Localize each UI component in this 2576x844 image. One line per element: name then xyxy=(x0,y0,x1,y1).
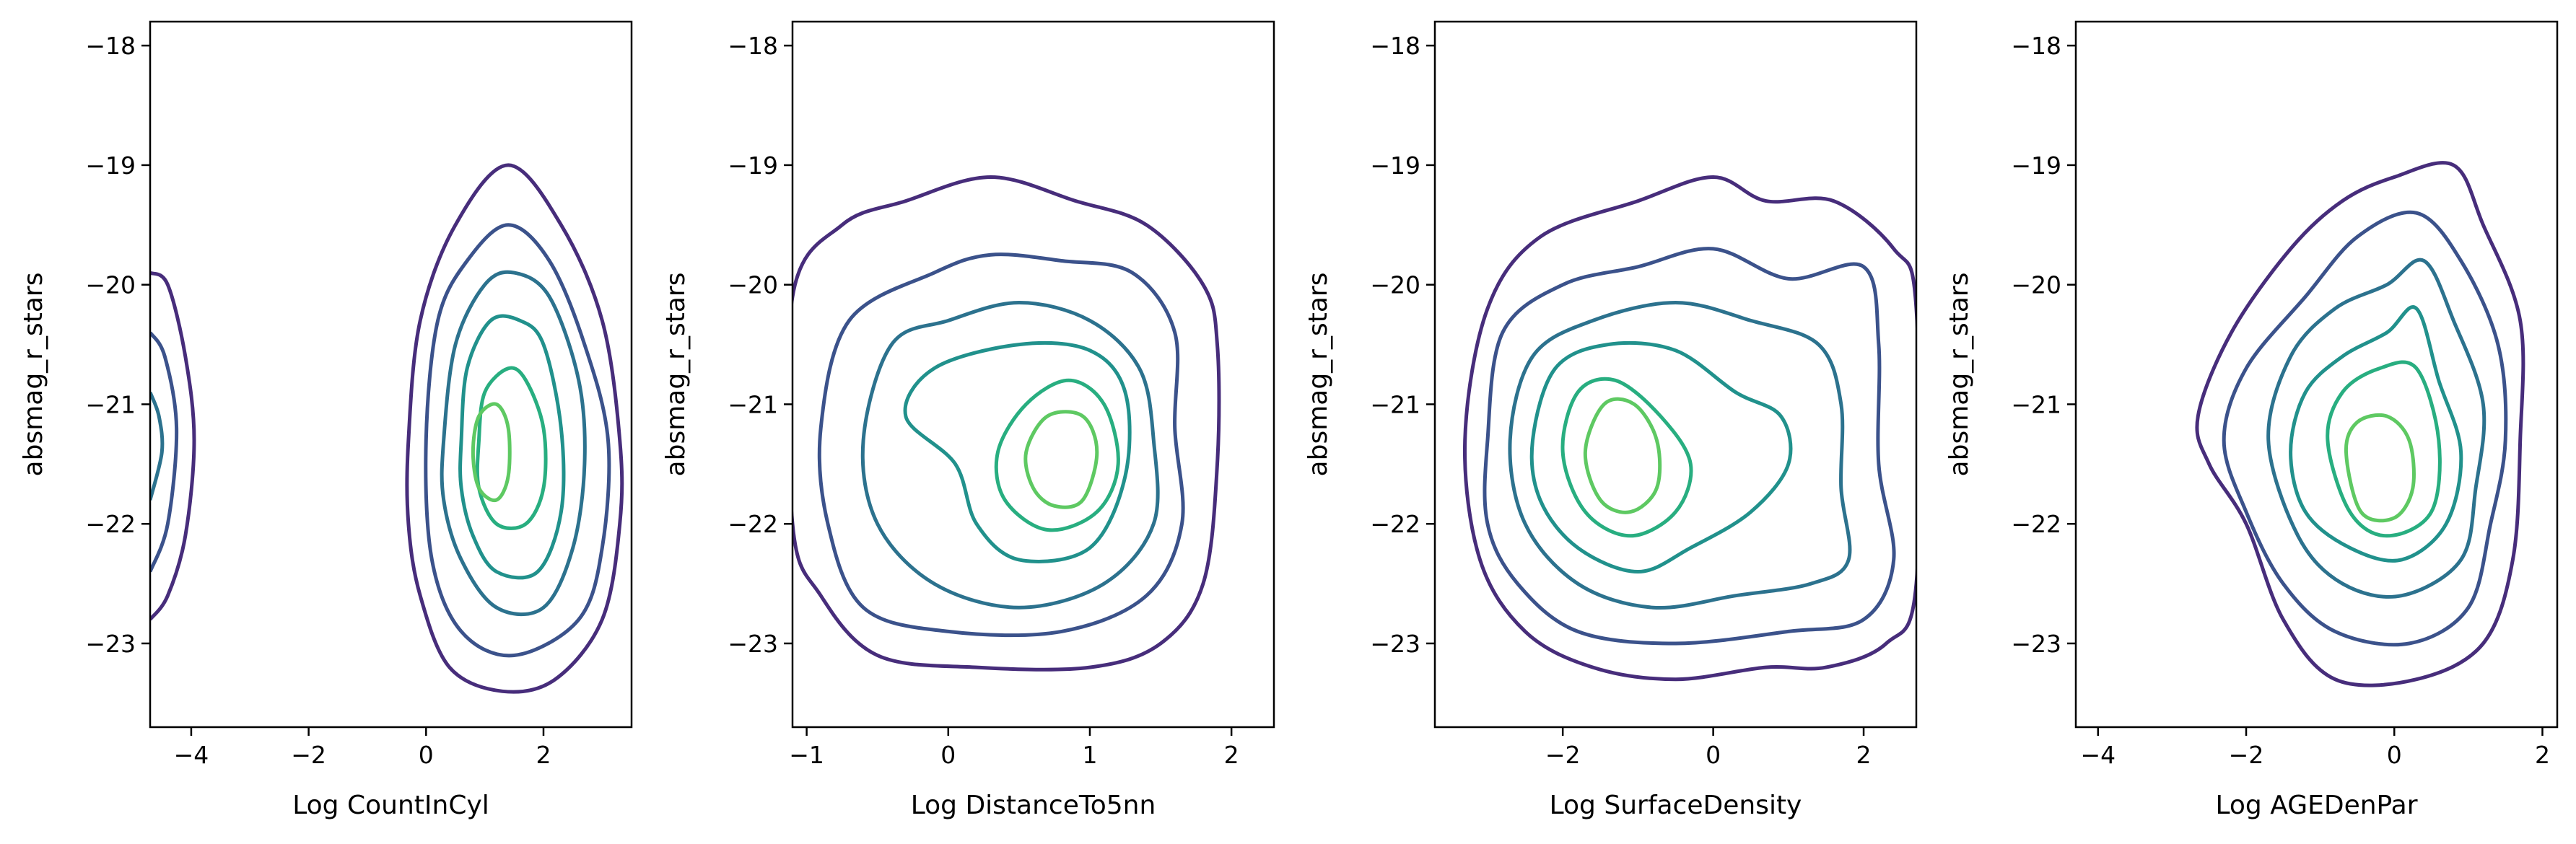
contour-level-3 xyxy=(2266,258,2487,599)
plot-frame xyxy=(149,20,633,729)
x-tick-label: 2 xyxy=(1856,741,1872,769)
contour-level-2 xyxy=(1483,247,1896,646)
y-tick-label: −21 xyxy=(2011,390,2061,418)
y-tick-label: −20 xyxy=(2011,271,2061,299)
contour-group xyxy=(150,163,624,694)
x-tick-label: −1 xyxy=(789,741,824,769)
y-axis-label: absmag_r_stars xyxy=(1304,273,1333,477)
y-tick-label: −18 xyxy=(1370,32,1420,60)
contour-level-3 xyxy=(860,301,1160,610)
x-axis-label: Log AGEDenPar xyxy=(2215,791,2417,820)
contour-level-1 xyxy=(2195,161,2525,687)
x-tick-label: 0 xyxy=(940,741,956,769)
x-tick-label: 0 xyxy=(2387,741,2402,769)
y-tick-label: −18 xyxy=(2011,32,2061,60)
panel-log-countincyl: −4 −2 0 2−18−19−20−21−22−23 Log CountInCyl … xyxy=(19,20,633,820)
contour-level-5 xyxy=(994,378,1120,532)
tick-group: −4 −2 0 2−18−19−20−21−22−23 xyxy=(2011,32,2550,769)
tick-group: −1 0 1 2 −18 −19 −20 −21 −22 −23 xyxy=(728,32,1239,769)
edge-contour-level-2 xyxy=(150,331,179,573)
y-tick-label: −20 xyxy=(728,271,778,299)
edge-contour-level-3 xyxy=(150,391,165,501)
contour-level-4 xyxy=(903,340,1132,563)
tick-group: −2 0 2−18−19−20−21−22−23 xyxy=(1370,32,1871,769)
y-tick-label: −19 xyxy=(85,151,136,180)
y-tick-label: −21 xyxy=(728,390,778,418)
y-tick-label: −18 xyxy=(728,32,778,60)
y-axis-label: absmag_r_stars xyxy=(661,273,691,477)
x-tick-label: 0 xyxy=(419,741,434,769)
y-axis-label: absmag_r_stars xyxy=(19,273,48,477)
x-tick-label: −2 xyxy=(1545,741,1581,769)
y-tick-label: −21 xyxy=(1370,390,1420,418)
x-tick-label: −2 xyxy=(291,741,326,769)
y-tick-label: −22 xyxy=(1370,510,1420,538)
x-tick-label: 2 xyxy=(2535,741,2550,769)
contour-level-6 xyxy=(2344,413,2416,523)
contour-level-3 xyxy=(1508,301,1852,610)
y-tick-label: −22 xyxy=(85,510,136,538)
x-axis-label: Log DistanceTo5nn xyxy=(911,791,1156,820)
panel-log-distanceto5nn: −1 0 1 2 −18 −19 −20 −21 −22 −23 Log DistanceTo5n… xyxy=(661,20,1275,820)
x-tick-label: −2 xyxy=(2229,741,2264,769)
contour-level-4 xyxy=(458,314,566,580)
contour-level-4 xyxy=(2289,305,2463,563)
tick-group: −4 −2 0 2−18−19−20−21−22−23 xyxy=(85,32,551,769)
contour-level-3 xyxy=(440,270,587,617)
x-tick-label: 2 xyxy=(1224,741,1239,769)
contour-level-2 xyxy=(424,223,611,658)
contour-level-2 xyxy=(2222,210,2508,647)
y-tick-label: −23 xyxy=(85,630,136,658)
plot-frame xyxy=(1433,20,1918,729)
contour-level-5 xyxy=(1560,377,1693,538)
contour-level-6 xyxy=(1583,397,1662,514)
x-tick-label: 2 xyxy=(536,741,551,769)
contour-level-1 xyxy=(405,163,624,694)
contour-level-1 xyxy=(793,175,1221,672)
y-tick-label: −23 xyxy=(1370,630,1420,658)
y-tick-label: −19 xyxy=(2011,151,2061,180)
x-axis-label: Log CountInCyl xyxy=(292,791,489,820)
y-tick-label: −20 xyxy=(85,271,136,299)
y-tick-label: −18 xyxy=(85,32,136,60)
y-tick-label: −22 xyxy=(2011,510,2061,538)
y-tick-label: −22 xyxy=(728,510,778,538)
y-tick-label: −23 xyxy=(2011,630,2061,658)
contour-level-2 xyxy=(817,252,1185,638)
x-tick-label: 1 xyxy=(1082,741,1097,769)
contour-group xyxy=(2195,161,2525,687)
contour-level-5 xyxy=(2326,360,2442,538)
x-tick-label: −4 xyxy=(2080,741,2116,769)
contour-level-6 xyxy=(471,402,512,503)
contour-level-5 xyxy=(475,366,548,530)
plot-frame xyxy=(791,20,1275,729)
y-tick-label: −20 xyxy=(1370,271,1420,299)
x-tick-label: −4 xyxy=(174,741,209,769)
y-tick-label: −21 xyxy=(85,390,136,418)
y-tick-label: −19 xyxy=(1370,151,1420,180)
panel-log-surfacedensity: −2 0 2−18−19−20−21−22−23 Log SurfaceDensit… xyxy=(1304,20,1918,820)
contour-group xyxy=(793,175,1221,672)
contour-level-6 xyxy=(1023,410,1099,509)
x-tick-label: 0 xyxy=(1706,741,1721,769)
y-tick-label: −23 xyxy=(728,630,778,658)
edge-contour-level-1 xyxy=(150,271,196,621)
contour-level-1 xyxy=(1462,175,1916,682)
x-axis-label: Log SurfaceDensity xyxy=(1550,791,1802,820)
contour-level-4 xyxy=(1529,340,1793,573)
y-axis-label: absmag_r_stars xyxy=(1944,273,1974,477)
y-tick-label: −19 xyxy=(728,151,778,180)
panel-log-agedenpar: −4 −2 0 2−18−19−20−21−22−23 Log AGEDenPar a… xyxy=(1944,20,2559,820)
plot-frame xyxy=(2074,20,2559,729)
contour-group xyxy=(1462,175,1916,682)
